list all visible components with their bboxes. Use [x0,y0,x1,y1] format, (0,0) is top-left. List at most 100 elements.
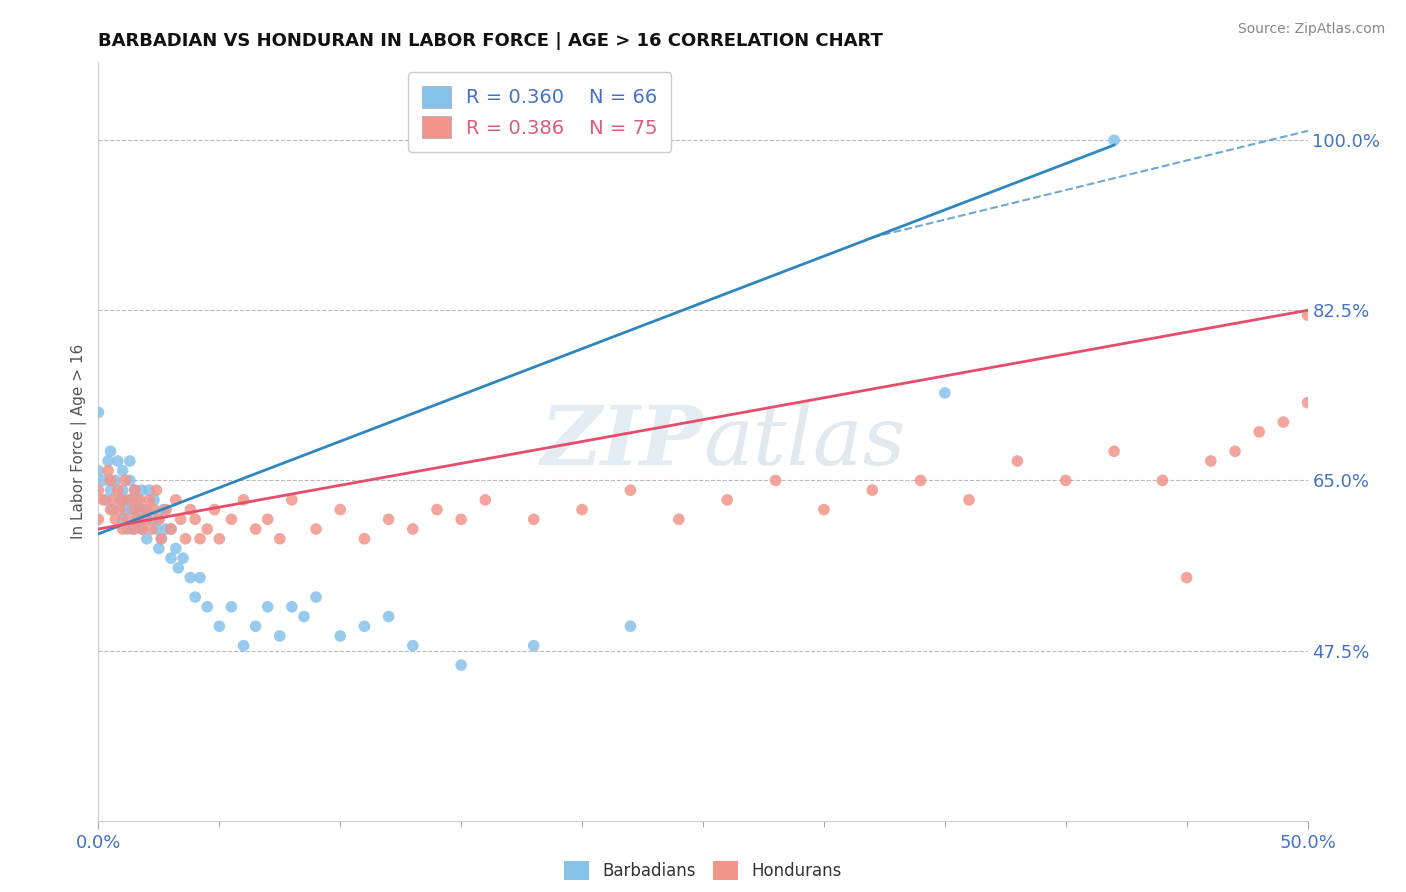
Point [329,502,352,516]
Point [174,532,197,546]
Point [765,474,787,488]
Point [1249,425,1271,439]
Point [107,483,129,497]
Point [188,532,211,546]
Point [94,492,117,507]
Point [148,512,170,526]
Point [148,541,170,556]
Point [281,492,304,507]
Point [450,658,472,673]
Point [860,483,883,497]
Point [117,512,139,526]
Point [160,522,183,536]
Point [145,483,167,497]
Point [281,599,304,614]
Point [957,492,980,507]
Point [134,512,156,526]
Text: Source: ZipAtlas.com: Source: ZipAtlas.com [1237,22,1385,37]
Point [131,522,153,536]
Point [138,492,160,507]
Point [118,492,141,507]
Point [155,522,177,536]
Point [107,454,129,468]
Point [1296,308,1319,322]
Point [1272,415,1295,429]
Point [87,512,110,526]
Point [117,522,139,536]
Point [221,599,243,614]
Point [377,512,399,526]
Point [195,522,218,536]
Point [117,492,139,507]
Point [426,502,449,516]
Point [141,512,163,526]
Point [165,492,187,507]
Point [1223,444,1246,458]
Point [111,483,134,497]
Point [179,571,201,585]
Point [232,639,254,653]
Point [108,502,131,516]
Point [100,444,122,458]
Point [1007,454,1029,468]
Point [292,609,315,624]
Point [152,502,174,516]
Point [87,483,110,497]
Point [111,464,134,478]
Point [474,492,496,507]
Point [269,629,291,643]
Point [127,512,149,526]
Point [165,541,187,556]
Point [910,474,932,488]
Point [128,502,150,516]
Point [97,464,120,478]
Text: atlas: atlas [703,401,905,482]
Point [402,522,425,536]
Point [135,502,157,516]
Point [188,571,211,585]
Point [668,512,690,526]
Point [104,474,127,488]
Point [108,492,131,507]
Point [377,609,399,624]
Point [87,405,110,419]
Point [221,512,243,526]
Point [813,502,835,516]
Point [141,522,163,536]
Point [111,512,134,526]
Point [184,512,207,526]
Point [523,512,546,526]
Point [135,532,157,546]
Point [1102,444,1125,458]
Point [100,474,122,488]
Point [523,639,546,653]
Point [150,532,173,546]
Point [1296,395,1319,409]
Point [143,492,166,507]
Point [169,512,191,526]
Point [127,512,149,526]
Point [269,532,291,546]
Point [172,551,194,566]
Point [124,522,146,536]
Point [121,502,143,516]
Point [450,512,472,526]
Point [91,492,114,507]
Point [104,512,127,526]
Point [305,590,328,604]
Point [184,590,207,604]
Point [135,512,157,526]
Point [100,483,122,497]
Point [131,483,153,497]
Point [101,502,124,516]
Point [1175,571,1198,585]
Text: ZIP: ZIP [540,401,703,482]
Point [148,512,170,526]
Point [155,502,177,516]
Point [145,522,167,536]
Point [150,532,173,546]
Point [256,599,278,614]
Point [402,639,425,653]
Text: BARBADIAN VS HONDURAN IN LABOR FORCE | AGE > 16 CORRELATION CHART: BARBADIAN VS HONDURAN IN LABOR FORCE | A… [98,32,883,50]
Point [208,619,231,633]
